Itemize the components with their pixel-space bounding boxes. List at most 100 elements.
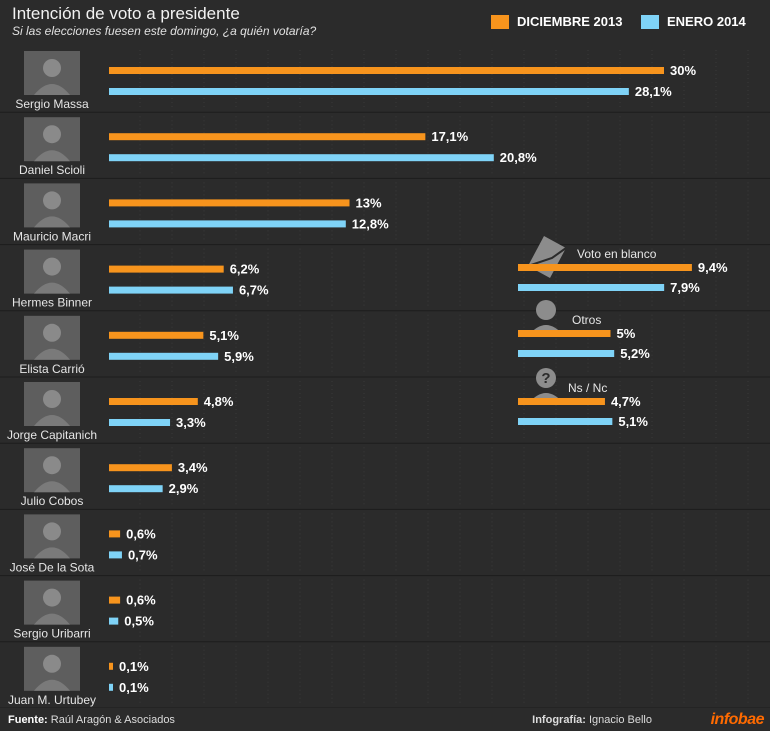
others-label: Otros bbox=[572, 313, 601, 327]
others-bar-jan-2014 bbox=[518, 350, 615, 357]
bar-jan-2014 bbox=[109, 154, 494, 162]
credit-note: Infografía: Ignacio Bello bbox=[532, 714, 652, 726]
others-data-label-jan-2014: 5,2% bbox=[620, 346, 650, 361]
candidate-photo-head bbox=[43, 323, 61, 342]
candidate-photo-body bbox=[34, 481, 70, 493]
candidate-photo-head bbox=[43, 456, 61, 475]
bar-jan-2014 bbox=[109, 352, 219, 360]
data-label-dec-2013: 4,8% bbox=[204, 394, 234, 409]
legend-swatch-jan-2014 bbox=[641, 14, 659, 29]
question-mark: ? bbox=[541, 370, 550, 387]
chart-footer: Fuente: Raúl Aragón & Asociados Infograf… bbox=[0, 710, 770, 731]
candidate-name: Elista Carrió bbox=[19, 362, 85, 376]
bar-jan-2014 bbox=[109, 419, 171, 426]
source-text: Raúl Aragón & Asociados bbox=[50, 714, 175, 726]
candidate-photo-body bbox=[34, 84, 70, 95]
bar-dec-2013 bbox=[109, 265, 224, 273]
candidate-name: Sergio Uribarri bbox=[13, 627, 90, 641]
bar-dec-2013 bbox=[109, 331, 204, 339]
legend-label-dec-2013: DICIEMBRE 2013 bbox=[517, 14, 623, 29]
data-label-jan-2014: 28,1% bbox=[635, 84, 672, 99]
infobae-logo: infobae bbox=[710, 711, 765, 728]
data-label-jan-2014: 12,8% bbox=[352, 216, 389, 231]
candidate-name: Sergio Massa bbox=[15, 97, 89, 111]
data-label-dec-2013: 17,1% bbox=[431, 129, 468, 144]
legend-item-dec-2013: DICIEMBRE 2013 bbox=[491, 14, 622, 29]
bar-jan-2014 bbox=[109, 88, 629, 95]
chart-title: Intención de voto a presidente bbox=[12, 4, 240, 23]
others-label: Ns / Nc bbox=[568, 381, 607, 395]
candidate-name: Juan M. Urtubey bbox=[8, 693, 96, 707]
bar-jan-2014 bbox=[109, 220, 346, 228]
chart-subtitle: Si las elecciones fuesen este domingo, ¿… bbox=[12, 24, 317, 38]
bar-chart: Sergio Massa 30% 28,1% Daniel Scioli 17,1% 20… bbox=[0, 50, 770, 708]
others-label: Voto en blanco bbox=[577, 247, 657, 261]
bar-jan-2014 bbox=[109, 551, 122, 559]
candidate-name: Mauricio Macri bbox=[13, 229, 91, 243]
envelope-icon bbox=[528, 236, 566, 278]
others-bar-dec-2013 bbox=[518, 264, 692, 271]
bar-jan-2014 bbox=[109, 485, 163, 493]
data-label-jan-2014: 3,3% bbox=[176, 415, 206, 430]
bar-dec-2013 bbox=[109, 398, 198, 405]
candidate-name: Hermes Binner bbox=[12, 296, 92, 310]
candidate-name: Jorge Capitanich bbox=[7, 428, 97, 442]
others-data-label-jan-2014: 7,9% bbox=[670, 280, 700, 295]
candidate-photo-body bbox=[34, 348, 70, 360]
candidate-photo-body bbox=[34, 613, 70, 625]
candidate-photo-body bbox=[34, 679, 70, 691]
bar-dec-2013 bbox=[109, 133, 426, 141]
candidate-name: Julio Cobos bbox=[21, 494, 84, 508]
data-label-jan-2014: 5,9% bbox=[224, 349, 254, 364]
data-label-jan-2014: 6,7% bbox=[239, 283, 269, 298]
candidate-photo-head bbox=[43, 125, 61, 144]
bar-dec-2013 bbox=[109, 464, 172, 472]
data-label-dec-2013: 0,6% bbox=[126, 593, 156, 608]
bar-dec-2013 bbox=[109, 662, 113, 670]
bar-jan-2014 bbox=[109, 617, 119, 625]
candidate-photo-body bbox=[34, 547, 70, 559]
others-data-label-dec-2013: 4,7% bbox=[611, 394, 641, 409]
chart-header: Intención de voto a presidente Si las el… bbox=[0, 0, 770, 46]
others-data-label-dec-2013: 5% bbox=[617, 326, 636, 341]
data-label-dec-2013: 0,6% bbox=[126, 526, 156, 541]
data-label-dec-2013: 3,4% bbox=[178, 460, 208, 475]
bar-dec-2013 bbox=[109, 199, 350, 207]
data-label-dec-2013: 5,1% bbox=[209, 328, 239, 343]
candidate-photo-body bbox=[34, 150, 70, 162]
envelope-flap bbox=[527, 247, 567, 267]
legend-swatch-dec-2013 bbox=[491, 14, 509, 29]
legend-label-jan-2014: ENERO 2014 bbox=[667, 14, 746, 29]
others-bar-dec-2013 bbox=[518, 398, 605, 405]
others-data-label-dec-2013: 9,4% bbox=[698, 260, 728, 275]
data-label-dec-2013: 0,1% bbox=[119, 659, 149, 674]
data-label-dec-2013: 30% bbox=[670, 63, 696, 78]
credit-label: Infografía: bbox=[532, 714, 586, 726]
candidate-photo-body bbox=[34, 415, 70, 426]
data-label-dec-2013: 6,2% bbox=[230, 262, 260, 277]
bar-jan-2014 bbox=[109, 286, 233, 294]
others-bar-dec-2013 bbox=[518, 330, 611, 337]
candidate-photo-head bbox=[43, 588, 61, 607]
candidate-photo-head bbox=[43, 522, 61, 541]
bar-dec-2013 bbox=[109, 596, 121, 604]
credit-text: Ignacio Bello bbox=[589, 714, 652, 726]
bar-jan-2014 bbox=[109, 683, 113, 691]
others-data-label-jan-2014: 5,1% bbox=[618, 414, 648, 429]
candidate-photo-head bbox=[43, 390, 61, 408]
question-person-icon bbox=[536, 368, 556, 388]
others-bar-jan-2014 bbox=[518, 284, 665, 291]
candidate-photo-head bbox=[43, 59, 61, 77]
bar-dec-2013 bbox=[109, 67, 664, 74]
person-icon bbox=[536, 300, 556, 320]
source-label: Fuente: bbox=[8, 714, 48, 726]
data-label-dec-2013: 13% bbox=[356, 195, 382, 210]
others-bar-jan-2014 bbox=[518, 418, 613, 425]
legend-item-jan-2014: ENERO 2014 bbox=[641, 14, 746, 29]
data-label-jan-2014: 0,7% bbox=[128, 547, 158, 562]
candidate-photo-body bbox=[34, 216, 70, 228]
data-label-jan-2014: 0,1% bbox=[119, 680, 149, 695]
data-label-jan-2014: 0,5% bbox=[124, 614, 154, 629]
candidate-photo-head bbox=[43, 191, 61, 210]
data-label-jan-2014: 2,9% bbox=[169, 481, 199, 496]
